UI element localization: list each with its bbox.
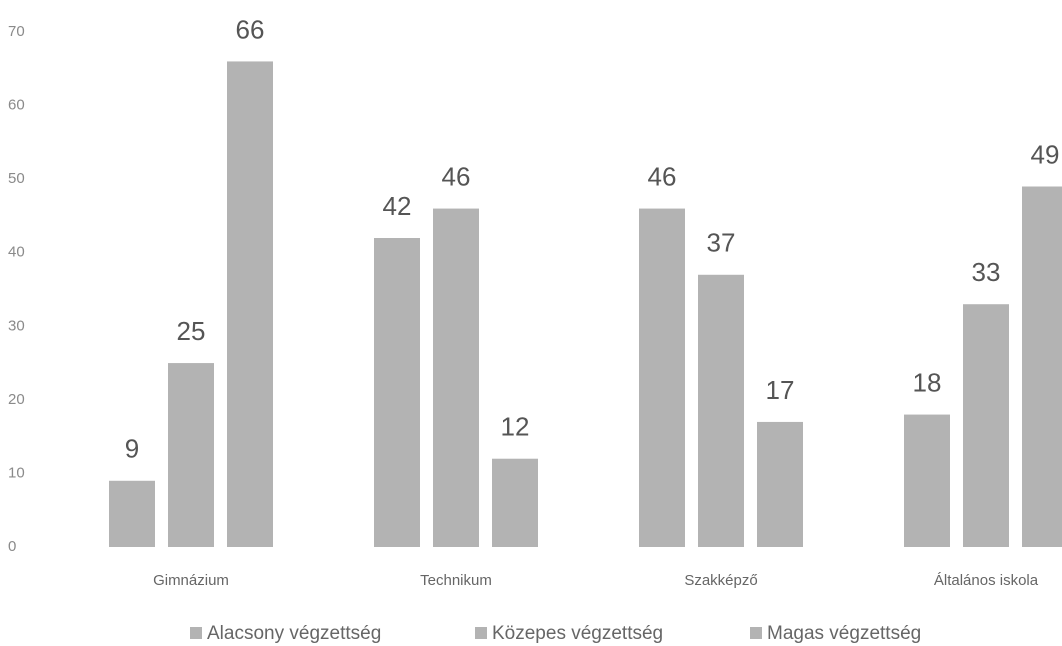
y-tick-label: 60: [8, 97, 25, 114]
data-label: 66: [236, 14, 265, 44]
data-label: 9: [125, 434, 139, 464]
legend-swatch: [475, 627, 487, 639]
bar: [963, 304, 1009, 547]
data-label: 46: [442, 161, 471, 191]
legend-label: Magas végzettség: [767, 623, 921, 644]
y-tick-label: 20: [8, 391, 25, 408]
legend-label: Közepes végzettség: [492, 623, 663, 644]
bar: [374, 238, 420, 547]
data-label: 25: [177, 316, 206, 346]
data-label: 33: [972, 257, 1001, 287]
bar: [109, 480, 155, 547]
data-label: 12: [501, 412, 530, 442]
bar: [227, 61, 273, 548]
data-label: 49: [1031, 139, 1060, 169]
x-tick-label: Gimnázium: [153, 572, 229, 589]
bar: [492, 458, 538, 547]
y-tick-label: 0: [8, 538, 16, 555]
y-tick-label: 40: [8, 244, 25, 261]
data-label: 37: [707, 228, 736, 258]
bar: [698, 274, 744, 547]
x-tick-label: Általános iskola: [934, 572, 1039, 589]
legend-label: Alacsony végzettség: [207, 623, 381, 644]
y-tick-label: 50: [8, 170, 25, 187]
data-label: 18: [913, 367, 942, 397]
legend-swatch: [750, 627, 762, 639]
y-tick-label: 30: [8, 317, 25, 334]
data-label: 46: [648, 161, 677, 191]
x-tick-label: Szakképző: [684, 572, 757, 589]
y-tick-label: 70: [8, 23, 25, 40]
bar: [1022, 186, 1062, 547]
data-label: 42: [383, 191, 412, 221]
bar: [757, 421, 803, 547]
bar: [639, 208, 685, 548]
bar: [904, 414, 950, 547]
x-tick-label: Technikum: [420, 572, 492, 589]
legend-swatch: [190, 627, 202, 639]
data-label: 17: [766, 375, 795, 405]
bar: [168, 363, 214, 547]
bar: [433, 208, 479, 548]
y-tick-label: 10: [8, 464, 25, 481]
